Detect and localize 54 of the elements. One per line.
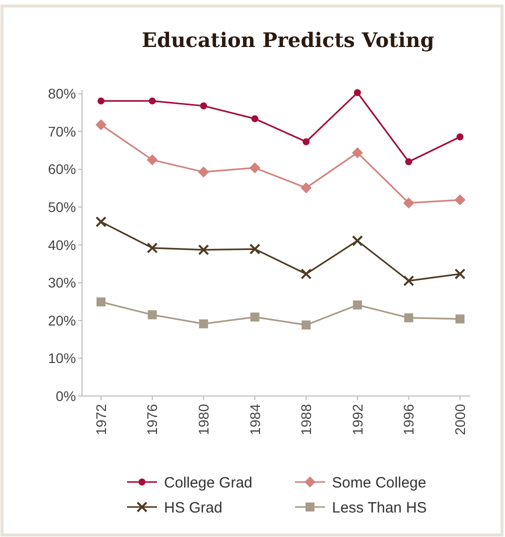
point <box>96 297 106 306</box>
y-tick-label: 60% <box>48 161 76 178</box>
point <box>352 235 363 246</box>
point <box>454 194 466 206</box>
point <box>148 97 156 104</box>
point <box>456 314 464 324</box>
legend-label: HS Grad <box>164 499 222 516</box>
point <box>198 166 210 178</box>
x-tick-label: 1976 <box>144 404 160 436</box>
point <box>148 310 157 320</box>
y-tick-label: 80% <box>48 86 76 102</box>
point <box>96 216 106 228</box>
point <box>352 300 362 310</box>
y-tick-label: 40% <box>48 236 76 253</box>
point <box>250 312 260 322</box>
point <box>404 313 414 322</box>
point <box>405 158 412 166</box>
point <box>146 242 158 254</box>
point <box>354 89 361 96</box>
point <box>199 319 208 328</box>
legend-label: Some College <box>332 474 426 492</box>
x-tick-label: 1996 <box>400 404 417 436</box>
point <box>98 97 104 104</box>
point <box>96 119 106 130</box>
legend-label: College Grad <box>164 474 252 492</box>
x-tick-label: 2000 <box>452 404 468 436</box>
y-tick-label: 20% <box>48 312 76 328</box>
point <box>456 133 464 140</box>
point <box>198 244 210 256</box>
point <box>300 268 312 280</box>
y-tick-label: 10% <box>48 350 76 366</box>
x-tick-label: 1992 <box>349 404 366 436</box>
legend-label: Less Than HS <box>332 499 427 516</box>
point <box>302 138 310 146</box>
point <box>249 162 260 174</box>
x-tick-label: 1980 <box>195 404 212 436</box>
x-tick-label: 1972 <box>92 404 109 436</box>
y-tick-label: 50% <box>48 199 76 216</box>
point <box>300 182 312 194</box>
y-tick-label: 30% <box>48 274 76 291</box>
point <box>249 244 260 255</box>
point <box>302 320 311 330</box>
point <box>403 275 414 286</box>
y-tick-label: 70% <box>48 123 76 140</box>
point <box>146 154 158 166</box>
point <box>200 102 208 110</box>
y-tick-label: 0% <box>56 388 76 404</box>
point <box>352 147 363 158</box>
x-tick-label: 1988 <box>298 404 314 436</box>
chart-title: Education Predicts Voting <box>142 28 434 52</box>
point <box>454 268 466 280</box>
point <box>251 115 258 122</box>
x-tick-label: 1984 <box>246 404 263 436</box>
point <box>403 197 414 208</box>
